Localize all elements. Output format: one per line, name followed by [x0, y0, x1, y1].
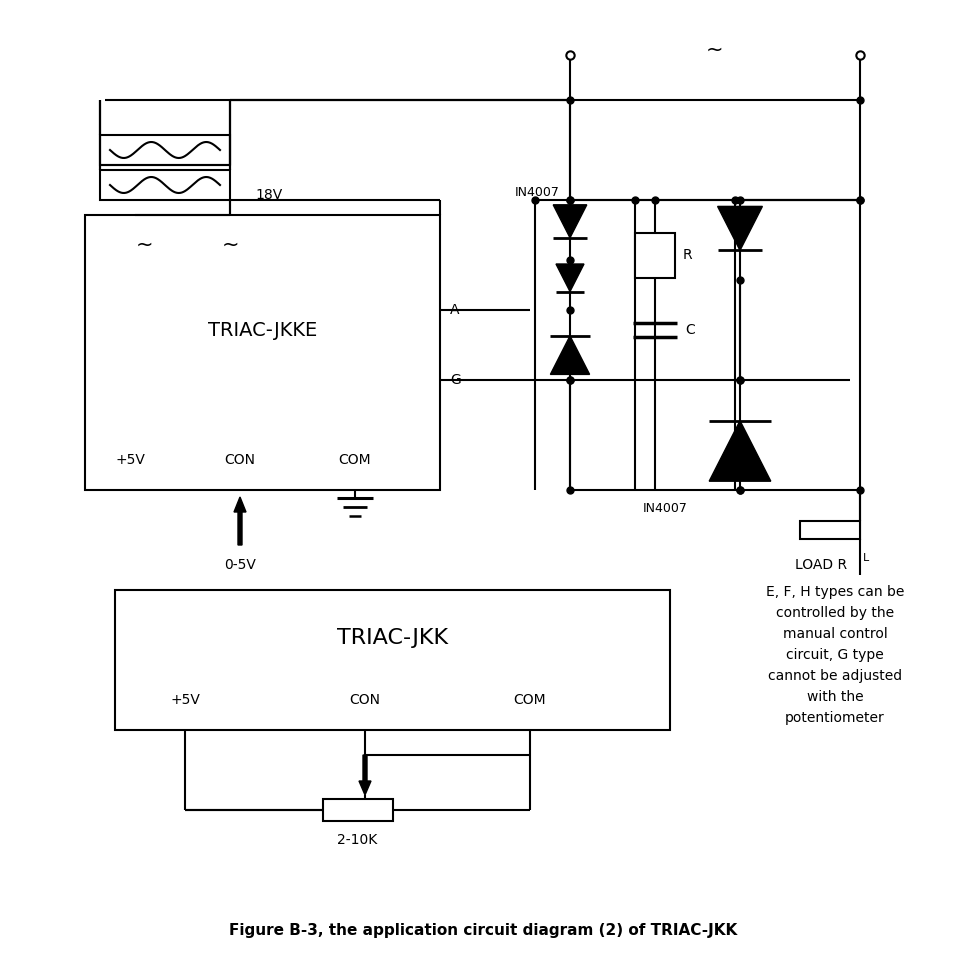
Text: 18V: 18V [255, 188, 282, 202]
Text: CON: CON [350, 693, 381, 707]
Polygon shape [551, 336, 589, 374]
Text: COM: COM [339, 453, 371, 467]
Bar [115, 590, 670, 730]
Text: ~: ~ [136, 235, 154, 255]
Text: TRIAC-JKK: TRIAC-JKK [337, 628, 448, 648]
Text: TRIAC-JKKE: TRIAC-JKKE [208, 320, 317, 340]
Bar [635, 233, 675, 278]
Bar [85, 215, 440, 490]
Bar [100, 135, 230, 165]
Text: L: L [863, 553, 869, 563]
Polygon shape [709, 421, 771, 481]
Text: LOAD R: LOAD R [795, 558, 847, 572]
Text: G: G [450, 373, 461, 387]
Text: +5V: +5V [170, 693, 200, 707]
Text: 0-5V: 0-5V [224, 558, 256, 572]
Text: Figure B-3, the application circuit diagram (2) of TRIAC-JKK: Figure B-3, the application circuit diag… [229, 922, 737, 938]
Text: C: C [685, 323, 695, 337]
Text: R: R [683, 248, 693, 262]
Polygon shape [554, 205, 586, 238]
Bar [800, 521, 860, 539]
Text: COM: COM [514, 693, 547, 707]
Text: E, F, H types can be
controlled by the
manual control
circuit, G type
cannot be : E, F, H types can be controlled by the m… [766, 584, 904, 726]
FancyArrow shape [359, 755, 371, 795]
Text: 2-10K: 2-10K [337, 833, 378, 847]
Text: A: A [450, 303, 460, 317]
Polygon shape [556, 264, 584, 291]
Polygon shape [718, 206, 762, 250]
Bar [323, 799, 392, 821]
Bar [100, 170, 230, 200]
FancyArrow shape [234, 497, 246, 545]
Text: CON: CON [224, 453, 255, 467]
Text: ~: ~ [706, 40, 724, 60]
Text: ~: ~ [221, 235, 239, 255]
Text: IN4007: IN4007 [642, 502, 688, 514]
Text: +5V: +5V [115, 453, 145, 467]
Text: IN4007: IN4007 [515, 185, 560, 199]
